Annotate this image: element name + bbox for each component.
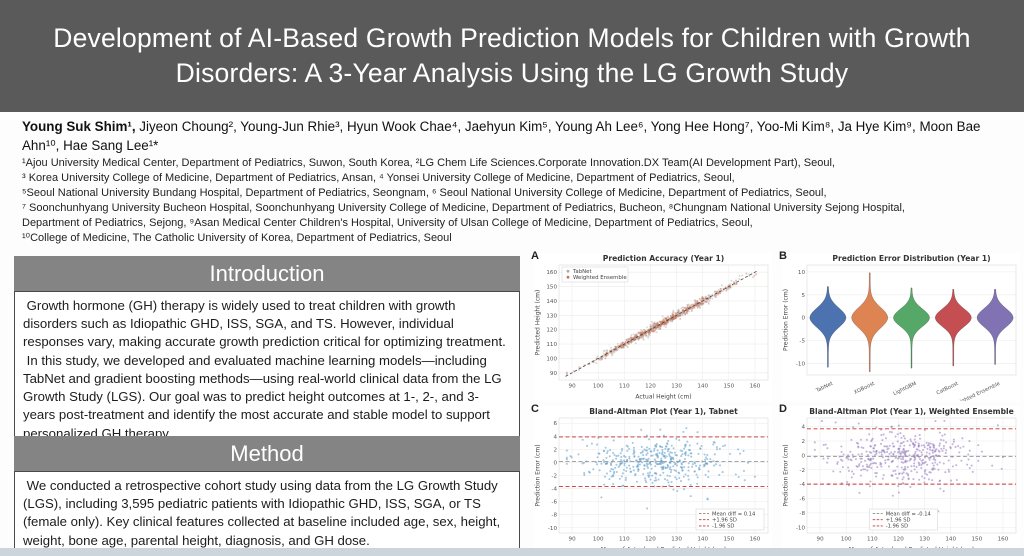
method-body: We conducted a retrospective cohort stud…	[14, 471, 520, 556]
method-section: Method We conducted a retrospective coho…	[14, 436, 520, 556]
method-paragraph-1: We conducted a retrospective cohort stud…	[23, 478, 501, 548]
affiliation-line: ⁷ Soonchunhyang University Bucheon Hospi…	[22, 201, 905, 214]
title-banner: Development of AI-Based Growth Predictio…	[0, 0, 1024, 112]
chart-prediction-accuracy: A	[528, 249, 776, 402]
window-bottom-edge	[0, 548, 1024, 556]
scatter-accuracy-canvas	[534, 253, 772, 401]
lead-author: Young Suk Shim¹,	[22, 119, 136, 134]
method-heading: Method	[14, 436, 520, 471]
authors-line: Young Suk Shim¹, Jiyeon Choung², Young-J…	[22, 117, 1012, 156]
affiliations-block: ¹Ajou University Medical Center, Departm…	[22, 156, 1017, 246]
chart-bland-altman-ensemble: D	[776, 402, 1024, 555]
affiliation-line: ¹⁰College of Medicine, The Catholic Univ…	[22, 231, 452, 244]
introduction-paragraph-1: Growth hormone (GH) therapy is widely us…	[23, 298, 506, 350]
coauthors: Jiyeon Choung², Young-Jun Rhie³, Hyun Wo…	[22, 119, 981, 154]
chart-bland-altman-tabnet: C	[528, 402, 776, 555]
affiliation-line: Department of Pediatrics, Sejong, ⁹Asan …	[22, 216, 753, 229]
introduction-section: Introduction Growth hormone (GH) therapy…	[14, 256, 520, 451]
affiliation-line: ⁵Seoul National University Bundang Hospi…	[22, 186, 827, 199]
bland-altman-ensemble-canvas	[782, 406, 1020, 554]
panel-letter-a: A	[531, 250, 539, 262]
figures-panel: A B C D	[528, 249, 1024, 556]
bland-altman-tabnet-canvas	[534, 406, 772, 554]
introduction-heading: Introduction	[14, 256, 520, 291]
violin-distribution-canvas	[782, 253, 1020, 401]
introduction-paragraph-2: In this study, we developed and evaluate…	[23, 352, 502, 441]
poster-title: Development of AI-Based Growth Predictio…	[53, 23, 971, 88]
affiliation-line: ¹Ajou University Medical Center, Departm…	[22, 157, 835, 169]
affiliation-line: ³ Korea University College of Medicine, …	[22, 171, 735, 184]
panel-letter-d: D	[779, 403, 787, 415]
introduction-body: Growth hormone (GH) therapy is widely us…	[14, 291, 520, 451]
panel-letter-b: B	[779, 250, 787, 262]
chart-error-distribution: B	[776, 249, 1024, 402]
panel-letter-c: C	[531, 403, 539, 415]
